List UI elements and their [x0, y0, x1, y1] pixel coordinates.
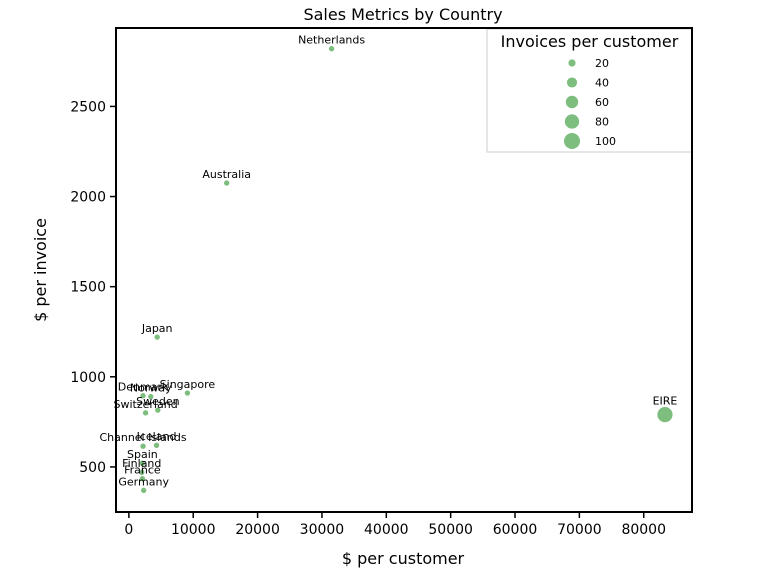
point-label: France — [124, 464, 161, 477]
legend-label: 80 — [595, 116, 609, 129]
legend-label: 100 — [595, 135, 616, 148]
chart-title: Sales Metrics by Country — [303, 5, 502, 24]
legend-title: Invoices per customer — [501, 32, 679, 51]
data-point — [139, 442, 147, 450]
data-point — [153, 333, 161, 341]
x-tick-label: 80000 — [621, 522, 666, 538]
data-point — [183, 389, 191, 397]
legend-label: 40 — [595, 77, 609, 90]
point-label: Finland — [122, 457, 161, 470]
point-label: Norway — [130, 382, 172, 395]
point-label: EIRE — [653, 395, 678, 408]
x-tick-label: 10000 — [171, 522, 216, 538]
plot-frame — [115, 27, 693, 513]
x-tick-label: 40000 — [364, 522, 409, 538]
point-label: Sweden — [136, 395, 179, 408]
data-point — [154, 406, 162, 414]
legend-marker — [566, 77, 578, 88]
point-label: Singapore — [160, 378, 216, 391]
data-point — [328, 45, 336, 53]
data-point — [138, 475, 146, 483]
point-label: Channel Islands — [99, 431, 186, 444]
data-point — [656, 406, 674, 424]
legend-marker — [568, 59, 576, 67]
data-point — [140, 486, 148, 494]
point-label: Germany — [118, 475, 169, 488]
data-point — [142, 409, 150, 417]
y-axis-label: $ per invoice — [31, 218, 50, 322]
legend-marker — [564, 133, 580, 149]
x-tick-label: 0 — [124, 522, 133, 538]
legend-label: 20 — [595, 57, 609, 70]
point-labels: Netherlands Australia Japan SingaporeDenmar… — [99, 34, 677, 489]
legend-box — [486, 28, 693, 153]
data-points — [138, 45, 674, 494]
point-label: Spain — [127, 448, 158, 461]
y-tick-label: 2500 — [70, 99, 106, 115]
y-tick-label: 1000 — [70, 370, 106, 386]
point-label: Iceland — [137, 430, 177, 443]
x-tick-label: 20000 — [235, 522, 280, 538]
x-tick-label: 50000 — [428, 522, 473, 538]
data-point — [153, 441, 161, 449]
y-axis-ticks: 500 1000 1500 2000 2500 — [70, 99, 116, 476]
point-label: Australia — [202, 168, 251, 181]
point-label: Denmark — [118, 381, 169, 394]
data-point — [223, 179, 231, 187]
y-tick-label: 2000 — [70, 190, 106, 206]
data-point — [147, 393, 155, 401]
legend: Invoices per customer 20 40 60 80 100 — [486, 28, 693, 153]
x-tick-label: 30000 — [300, 522, 345, 538]
point-label: Netherlands — [298, 34, 365, 47]
point-label: Switzerland — [114, 398, 178, 411]
data-point — [139, 392, 147, 400]
legend-marker — [564, 114, 580, 129]
x-tick-label: 70000 — [557, 522, 602, 538]
x-axis-label: $ per customer — [342, 549, 465, 568]
x-axis-ticks: 0 10000 20000 30000 40000 50000 60000 70000 8000… — [124, 512, 666, 538]
x-tick-label: 60000 — [493, 522, 538, 538]
legend-marker — [565, 95, 579, 109]
data-point — [138, 459, 146, 467]
point-label: Japan — [141, 322, 173, 335]
legend-label: 60 — [595, 96, 609, 109]
y-tick-label: 1500 — [70, 280, 106, 296]
y-tick-label: 500 — [79, 460, 106, 476]
